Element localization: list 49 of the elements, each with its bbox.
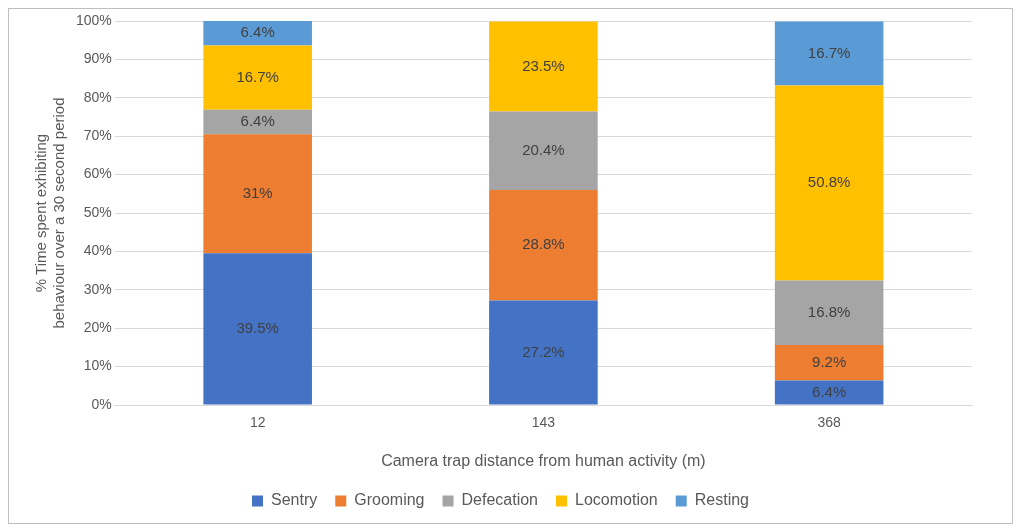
bar <box>489 189 598 301</box>
y-tick-label: 60% <box>83 165 112 182</box>
bar <box>774 345 884 381</box>
x-tick-label: 368 <box>817 414 842 431</box>
x-axis-title: Camera trap distance from human activity (m) <box>381 451 706 469</box>
legend-label: Resting <box>694 491 749 509</box>
bar <box>774 21 884 86</box>
data-label: 28.8% <box>522 235 565 253</box>
data-label: 27.2% <box>522 342 565 360</box>
data-label: 16.7% <box>236 67 279 85</box>
data-label: 39.5% <box>236 319 279 337</box>
bar <box>774 280 884 346</box>
x-tick-label: 143 <box>531 414 556 431</box>
bar <box>203 45 312 110</box>
y-tick-label: 20% <box>83 319 112 336</box>
bar <box>774 380 884 405</box>
data-label: 31% <box>242 183 273 201</box>
data-label: 50.8% <box>807 173 851 191</box>
x-tick-label: 12 <box>249 414 266 431</box>
bar <box>203 253 312 405</box>
bar <box>489 21 598 112</box>
bar <box>203 21 312 46</box>
bar <box>203 134 312 254</box>
data-label: 6.4% <box>240 23 275 41</box>
data-label: 16.8% <box>807 302 851 320</box>
y-tick-label: 10% <box>83 357 112 374</box>
legend-label: Grooming <box>354 491 425 509</box>
data-label: 20.4% <box>522 140 565 158</box>
y-tick-label: 50% <box>83 203 112 220</box>
y-axis-title: % Time spent exhibiting behaviour over a 30 second period <box>32 97 68 329</box>
bar <box>203 109 312 135</box>
y-tick-label: 0% <box>91 395 112 412</box>
y-tick-label: 80% <box>83 88 112 105</box>
y-tick-label: 90% <box>83 50 112 67</box>
legend-label: Sentry <box>271 491 318 509</box>
bar <box>774 85 884 281</box>
data-label: 9.2% <box>812 352 847 370</box>
legend-label: Locomotion <box>575 491 658 509</box>
y-tick-label: 100% <box>75 11 112 28</box>
data-label: 6.4% <box>240 112 275 130</box>
data-label: 23.5% <box>522 56 565 74</box>
y-tick-label: 70% <box>83 127 112 144</box>
data-label: 16.7% <box>807 43 851 61</box>
y-tick-label: 30% <box>83 280 112 297</box>
bar <box>489 300 598 405</box>
bar <box>489 111 598 190</box>
legend-label: Defecation <box>461 491 539 509</box>
data-label: 6.4% <box>812 382 847 400</box>
y-tick-label: 40% <box>83 242 112 259</box>
